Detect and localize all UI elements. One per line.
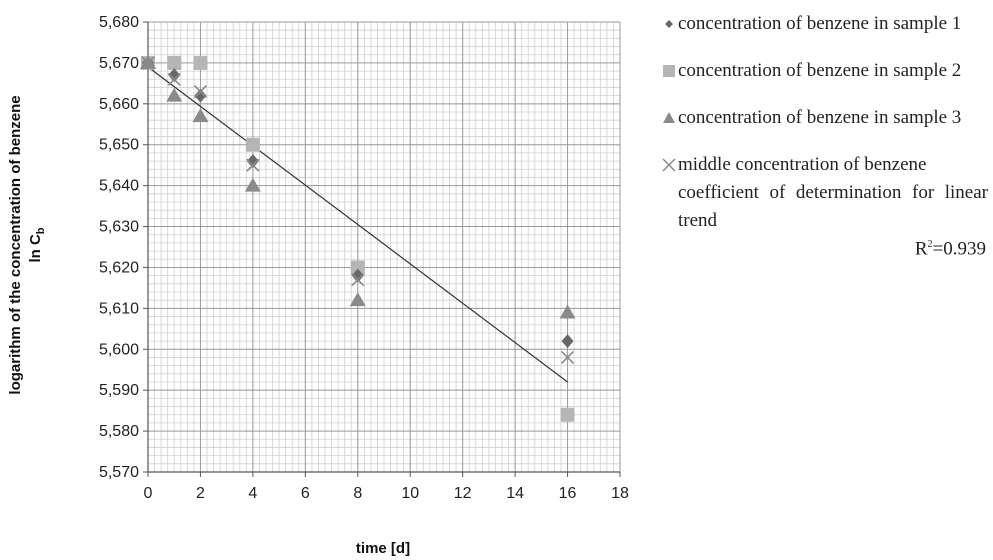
legend-item-sample-3: concentration of benzene in sample 3 bbox=[662, 104, 988, 132]
x-tick-label: 18 bbox=[611, 485, 629, 502]
x-tick-labels: 0 2 4 6 8 10 12 14 16 18 bbox=[144, 485, 629, 502]
middle-concentration-point bbox=[167, 72, 181, 86]
x-tick-label: 8 bbox=[353, 485, 362, 502]
sample-1-point bbox=[246, 154, 259, 169]
y-tick-label: 5,680 bbox=[99, 14, 139, 31]
sample-2-point bbox=[350, 260, 365, 275]
y-tick-label: 5,610 bbox=[99, 300, 139, 317]
legend-item-middle: middle concentration of benzene coeffici… bbox=[662, 151, 988, 235]
sample-1-point bbox=[561, 334, 574, 349]
diamond-marker-icon bbox=[665, 20, 673, 28]
sample-2-point bbox=[193, 55, 208, 70]
y-tick-label: 5,640 bbox=[99, 178, 139, 195]
x-marker-icon bbox=[662, 158, 676, 172]
y-axis-symbol-main: ln C bbox=[27, 234, 44, 262]
sample-3-point bbox=[349, 292, 366, 307]
y-axis-symbol-subscript: b bbox=[35, 227, 47, 234]
sample-3-point bbox=[166, 87, 183, 102]
legend-item-sample-2: concentration of benzene in sample 2 bbox=[662, 57, 988, 85]
y-tick-label: 5,670 bbox=[99, 55, 139, 72]
sample-2-point bbox=[560, 407, 575, 422]
sample-2-point bbox=[245, 137, 260, 152]
major-gridlines bbox=[147, 21, 621, 473]
x-tick-label: 2 bbox=[196, 485, 205, 502]
x-axis-title: time [d] bbox=[356, 540, 410, 557]
minor-gridlines bbox=[148, 22, 620, 472]
middle-concentration-point bbox=[560, 350, 575, 365]
middle-concentration-point bbox=[141, 56, 155, 70]
x-tick-label: 6 bbox=[301, 485, 310, 502]
legend-label-sample-2: concentration of benzene in sample 2 bbox=[678, 60, 962, 81]
r-squared-label: R2=0.939 bbox=[662, 231, 988, 263]
data-points bbox=[140, 54, 576, 422]
x-tick-label: 10 bbox=[401, 485, 419, 502]
x-tick-label: 0 bbox=[144, 485, 153, 502]
y-tick-label: 5,630 bbox=[99, 219, 139, 236]
linear-trendline bbox=[147, 66, 568, 383]
middle-concentration-point bbox=[351, 273, 365, 287]
legend-item-sample-1: concentration of benzene in sample 1 bbox=[662, 10, 988, 38]
axes bbox=[143, 21, 621, 477]
legend-label-sample-1: concentration of benzene in sample 1 bbox=[678, 13, 962, 34]
r-squared-prefix: R bbox=[914, 238, 928, 260]
r-squared-exponent: 2 bbox=[927, 239, 933, 250]
sample-3-point bbox=[244, 177, 261, 192]
x-tick-label: 14 bbox=[506, 485, 524, 502]
legend-label-sample-3: concentration of benzene in sample 3 bbox=[678, 107, 962, 128]
sample-3-point bbox=[559, 304, 576, 319]
y-tick-label: 5,650 bbox=[99, 137, 139, 154]
y-axis-title: logarithm of the concentration of benzen… bbox=[7, 95, 24, 394]
r-squared-value: =0.939 bbox=[932, 238, 986, 260]
x-tick-label: 4 bbox=[248, 485, 257, 502]
legend: concentration of benzene in sample 1 con… bbox=[662, 10, 988, 282]
y-tick-labels: 5,570 5,580 5,590 5,600 5,610 5,620 5,630 5,640… bbox=[99, 14, 139, 481]
legend-label-middle: middle concentration of benzene bbox=[678, 154, 927, 175]
sample-1-point bbox=[194, 88, 207, 103]
y-tick-label: 5,580 bbox=[99, 423, 139, 440]
sample-1-point bbox=[168, 68, 181, 83]
y-tick-label: 5,590 bbox=[99, 382, 139, 399]
sample-3-point bbox=[192, 108, 209, 123]
middle-concentration-point bbox=[246, 158, 260, 172]
sample-2-point bbox=[167, 55, 182, 70]
triangle-marker-icon bbox=[663, 112, 675, 123]
middle-concentration-point bbox=[193, 84, 208, 99]
square-marker-icon bbox=[663, 65, 675, 77]
y-tick-label: 5,600 bbox=[99, 341, 139, 358]
x-tick-label: 16 bbox=[559, 485, 577, 502]
y-tick-label: 5,660 bbox=[99, 96, 139, 113]
x-tick-label: 12 bbox=[454, 485, 472, 502]
trendline-line bbox=[147, 66, 568, 383]
y-tick-label: 5,620 bbox=[99, 259, 139, 276]
sample-1-point bbox=[351, 268, 364, 283]
y-axis-symbol: ln Cb bbox=[27, 227, 47, 262]
trendline-note: coefficient of determination for linear … bbox=[678, 182, 988, 231]
y-tick-label: 5,570 bbox=[99, 464, 139, 481]
